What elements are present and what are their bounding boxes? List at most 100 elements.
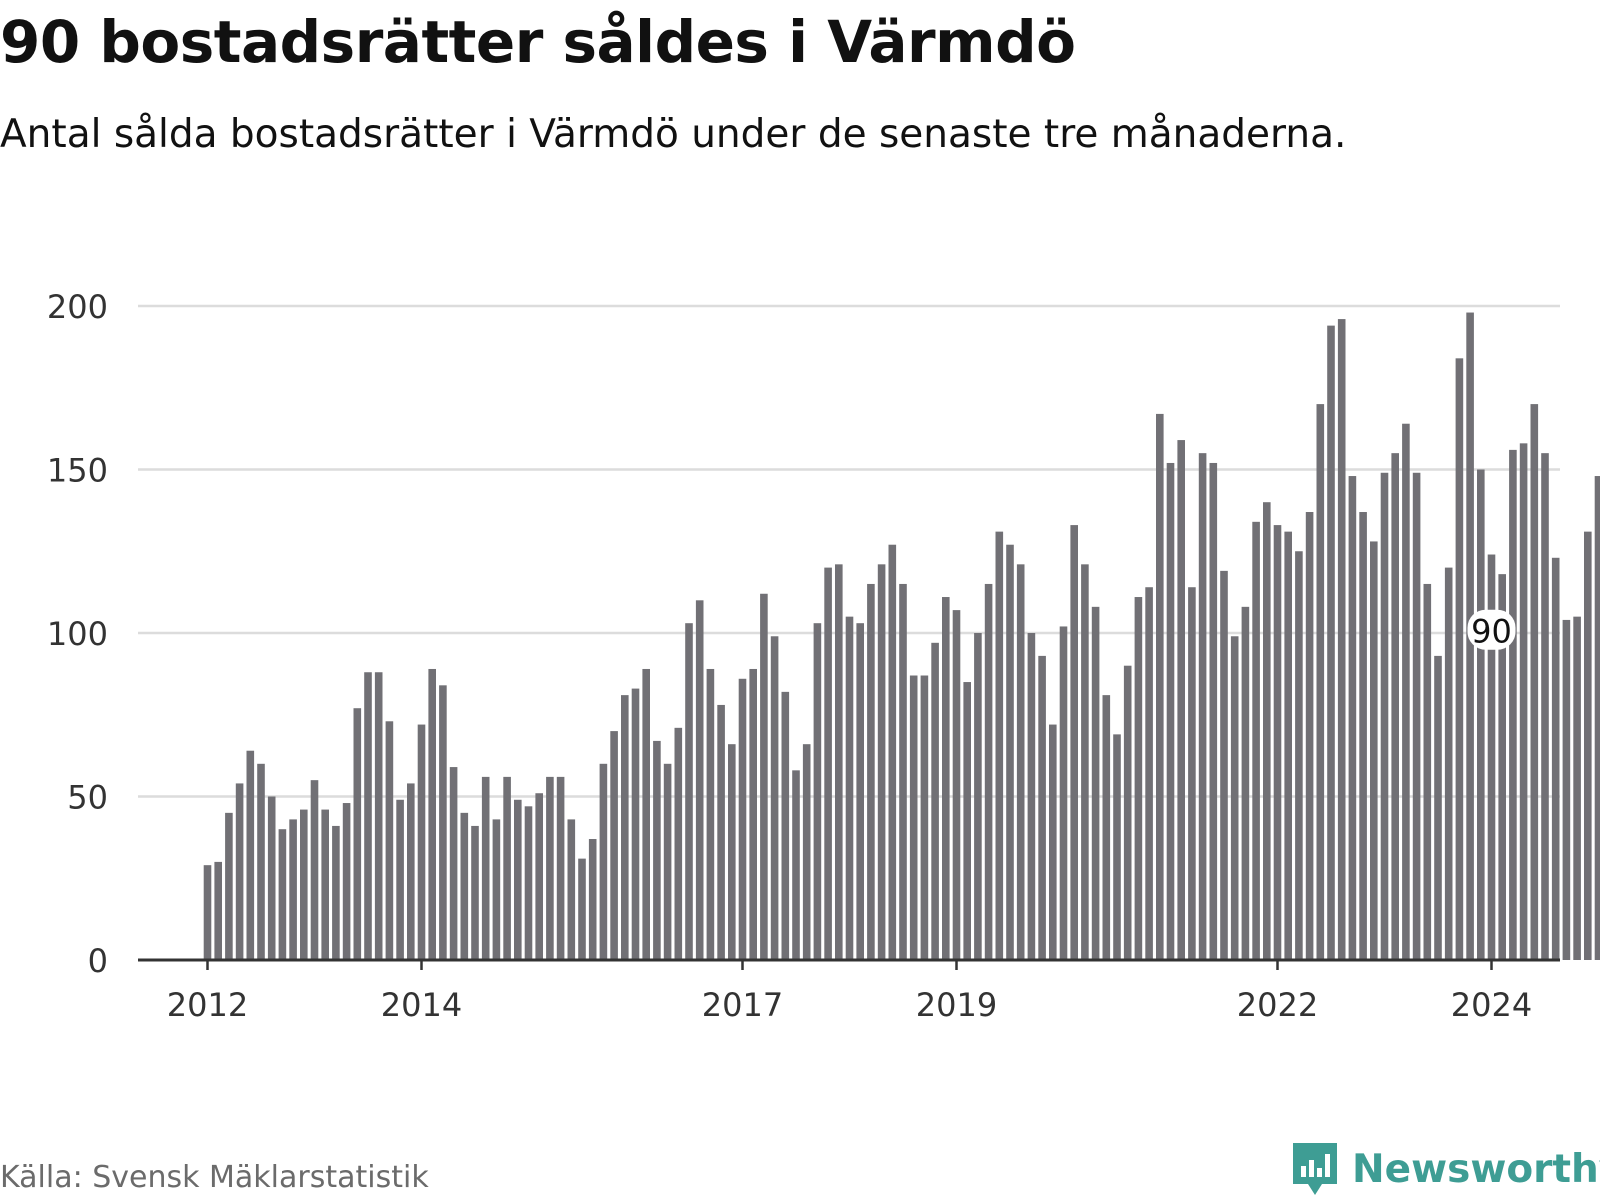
bar bbox=[867, 583, 875, 960]
bar bbox=[492, 819, 501, 960]
bar bbox=[653, 740, 661, 960]
bar bbox=[567, 819, 576, 960]
bar bbox=[1477, 469, 1485, 960]
bar bbox=[674, 727, 683, 960]
bar bbox=[1434, 655, 1442, 960]
bar bbox=[1487, 554, 1496, 960]
bar bbox=[556, 776, 565, 960]
bar bbox=[321, 809, 329, 960]
bar bbox=[802, 744, 811, 960]
bar bbox=[760, 593, 768, 960]
bar bbox=[1049, 724, 1057, 960]
bar bbox=[1519, 443, 1528, 961]
bar bbox=[1134, 597, 1143, 960]
bar bbox=[1006, 544, 1014, 960]
bar bbox=[984, 583, 993, 960]
page-title: 90 bostadsrätter såldes i Värmdö bbox=[0, 8, 1076, 76]
bar bbox=[267, 796, 276, 960]
bar bbox=[856, 623, 864, 960]
bar bbox=[888, 544, 897, 960]
bar bbox=[663, 763, 672, 960]
bar bbox=[396, 799, 404, 960]
bar bbox=[1166, 462, 1175, 960]
bar bbox=[1198, 453, 1207, 960]
annotation-label: 90 bbox=[1471, 613, 1512, 651]
bar bbox=[1081, 564, 1089, 960]
bar bbox=[685, 623, 693, 960]
bar bbox=[931, 642, 939, 960]
x-tick-label: 2022 bbox=[1237, 986, 1318, 1024]
bar bbox=[738, 678, 747, 960]
bar bbox=[385, 721, 394, 960]
bar bbox=[535, 793, 543, 960]
bar bbox=[1541, 453, 1549, 960]
bar bbox=[514, 799, 522, 960]
bar bbox=[407, 783, 415, 960]
y-tick-label: 150 bbox=[47, 452, 108, 490]
bar bbox=[1412, 472, 1421, 960]
x-tick-label: 2012 bbox=[167, 986, 248, 1024]
bar bbox=[235, 783, 244, 960]
bar bbox=[877, 564, 886, 960]
bar bbox=[1188, 587, 1196, 960]
bar bbox=[1444, 567, 1453, 960]
bar bbox=[1509, 449, 1517, 960]
bar bbox=[824, 567, 832, 960]
bar bbox=[963, 682, 971, 960]
bar bbox=[920, 675, 929, 960]
bar bbox=[1305, 512, 1314, 960]
bar bbox=[749, 668, 757, 960]
bar bbox=[364, 672, 372, 960]
bar bbox=[695, 600, 704, 960]
bar bbox=[1316, 404, 1325, 961]
bar bbox=[1070, 525, 1078, 960]
bar bbox=[1230, 636, 1239, 960]
bar bbox=[1327, 325, 1335, 960]
bar bbox=[342, 803, 351, 960]
bar bbox=[1337, 319, 1346, 961]
bar bbox=[1177, 440, 1185, 960]
bar bbox=[1284, 531, 1292, 960]
bar bbox=[578, 858, 586, 960]
bar bbox=[1156, 413, 1164, 960]
bar bbox=[1380, 472, 1389, 960]
bar bbox=[1530, 404, 1539, 961]
bar bbox=[1252, 521, 1260, 960]
bar bbox=[203, 865, 212, 960]
bar bbox=[1584, 531, 1592, 960]
bar bbox=[845, 616, 854, 960]
bar bbox=[257, 763, 265, 960]
bar bbox=[974, 633, 982, 960]
annotation-bg bbox=[1467, 609, 1516, 650]
bar bbox=[1263, 502, 1271, 960]
bar bbox=[1295, 551, 1303, 960]
bar bbox=[289, 819, 297, 960]
bar bbox=[1498, 574, 1506, 960]
bar bbox=[706, 668, 715, 960]
bar bbox=[1038, 655, 1046, 960]
bar bbox=[995, 531, 1004, 960]
bar bbox=[631, 688, 640, 960]
bar bbox=[909, 675, 918, 960]
bar bbox=[1102, 695, 1111, 960]
bar bbox=[1594, 476, 1600, 960]
bar bbox=[1145, 587, 1153, 960]
bar bbox=[1359, 512, 1367, 960]
bar bbox=[503, 776, 511, 960]
bar bbox=[225, 812, 233, 960]
bar bbox=[246, 750, 255, 960]
bar bbox=[781, 691, 790, 960]
bar bbox=[1423, 583, 1432, 960]
bar bbox=[278, 829, 287, 960]
bar bbox=[1455, 358, 1464, 960]
bar bbox=[449, 767, 458, 960]
bar bbox=[353, 708, 362, 960]
y-tick-label: 200 bbox=[47, 288, 108, 326]
bar bbox=[770, 636, 779, 960]
bar bbox=[428, 668, 436, 960]
bar bbox=[214, 861, 222, 960]
x-tick-label: 2017 bbox=[702, 986, 783, 1024]
bar bbox=[481, 776, 490, 960]
bar bbox=[835, 564, 843, 960]
